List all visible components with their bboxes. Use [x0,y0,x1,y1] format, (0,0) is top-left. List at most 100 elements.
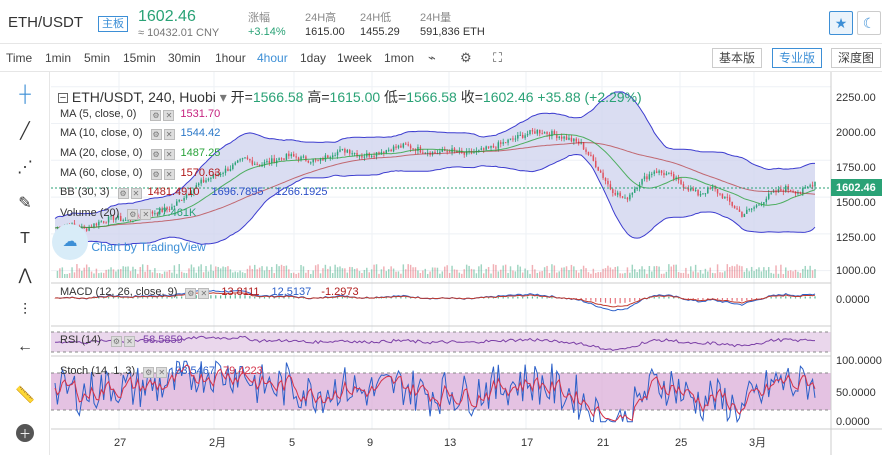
volume-bar [202,272,205,278]
price-chart[interactable]: 2250.00 2000.00 1750.00 1500.00 1250.00 … [51,72,882,455]
volume-legend[interactable]: Volume (20) ⚙ ✕ 77.461K [60,207,197,220]
macd-bar [663,297,665,299]
volume-bar [139,266,141,278]
settings-icon[interactable]: ⚙ [460,50,472,65]
main-legend: − ETH/USDT, 240, Huobi ▾ 开=1566.58 高=161… [58,87,642,107]
candle-body [526,133,529,136]
volume-bar [83,267,85,278]
volume-bar [163,271,166,278]
time-axis-tick: 17 [521,437,533,449]
macd-bar [127,297,129,299]
interval-1hour[interactable]: 1hour [215,51,246,65]
volume-bar [456,269,458,278]
price-axis-tick: 1500.00 [836,197,876,209]
fullscreen-icon[interactable]: ⛶ [493,50,503,65]
macd-legend[interactable]: MACD (12, 26, close, 9) ⚙ ✕ 13.8111 12.5137-… [60,286,359,299]
volume-bar [582,265,585,278]
view-depth-button[interactable]: 深度图 [831,48,882,68]
ma10-legend[interactable]: MA (10, close, 0) ⚙ ✕ 1544.42 [60,127,221,140]
chart-type-icon[interactable]: ⌁ [428,50,436,65]
macd-axis-tick: 0.0000 [836,294,870,306]
ruler-icon[interactable]: 📏 [15,387,35,404]
candle-body [770,192,772,194]
fib-icon[interactable]: ⋰ [17,159,33,176]
interval-1day[interactable]: 1day [300,51,327,65]
volume-bar [758,267,760,278]
macd-bar [161,297,163,299]
back-arrow-icon[interactable]: ← [17,338,33,355]
volume-bar [288,269,290,278]
volume-bar [254,264,256,278]
ma5-legend[interactable]: MA (5, close, 0) ⚙ ✕ 1531.70 [60,108,221,121]
trendline-icon[interactable]: ╱ [20,123,30,140]
pair-name[interactable]: ETH/USDT [8,14,83,31]
collapse-icon[interactable]: − [58,92,68,104]
candle-body [193,188,195,193]
candle-body [317,160,319,162]
interval-5min[interactable]: 5min [84,51,111,65]
ma20-legend[interactable]: MA (20, close, 0) ⚙ ✕ 1487.25 [60,147,221,160]
pattern-icon[interactable]: ⋀ [18,267,32,284]
candle-body [402,143,405,148]
volume-bar [400,273,402,278]
rsi-label: RSI (14) [60,334,101,346]
macd-bar [746,298,748,301]
candle-body [482,148,485,150]
view-pro-button[interactable]: 专业版 [772,48,823,68]
tradingview-watermark[interactable]: ☁ Chart by TradingView [52,224,206,260]
volume-bar [176,273,178,278]
volume-bar [310,273,312,278]
macd-bar [395,297,397,299]
volume-bar [373,264,375,278]
rsi-legend[interactable]: RSI (14) ⚙ ✕ 58.5859 [60,334,183,347]
crosshair-icon[interactable]: ┼ [19,86,31,103]
view-basic-button[interactable]: 基本版 [712,48,763,68]
stoch-legend[interactable]: Stoch (14, 1, 3) ⚙ ✕ 93.5467 79.4223 [60,365,263,378]
ma60-legend[interactable]: MA (60, close, 0) ⚙ ✕ 1570.63 [60,167,221,180]
candle-body [738,209,741,212]
theme-button[interactable]: ☾ [857,11,881,35]
volume-bar [78,268,81,278]
candle-body [794,191,797,194]
volume-bar [451,265,453,278]
interval-15min[interactable]: 15min [123,51,156,65]
bb-legend[interactable]: BB (30, 3) ⚙ ✕ 1481.4910 1696.7895 1266.1925 [60,186,328,199]
interval-4hour[interactable]: 4hour [257,51,288,65]
brush-icon[interactable]: ✎ [18,195,32,212]
candle-body [597,167,599,171]
star-button[interactable]: ★ [829,11,853,35]
candle-body [448,150,451,153]
volume-bar [356,268,358,278]
text-icon[interactable]: T [20,230,30,247]
macd-bar [736,298,738,301]
volume-bar [672,264,675,278]
zoom-icon[interactable]: ＋ [16,424,34,442]
macd-bar [697,298,699,301]
volume-bar [599,272,602,278]
candle-body [665,173,668,176]
volume-bar [802,268,804,278]
legend-dropdown-icon[interactable]: ▾ [219,89,227,105]
candle-body [517,134,519,139]
volume-bar [375,264,378,278]
candle-body [492,145,495,148]
volume-bar [263,270,266,278]
macd-bar [619,298,621,304]
candle-body [553,131,556,135]
measure-icon[interactable]: ⫶ [22,302,27,319]
interval-1min[interactable]: 1min [45,51,72,65]
time-label[interactable]: Time [6,51,33,65]
volume-bar [56,270,59,278]
candle-body [473,152,475,154]
macd-bar [263,297,266,299]
candle-body [212,174,215,178]
candle-body [785,185,787,192]
candle-body [102,221,105,223]
interval-1week[interactable]: 1week [337,51,372,65]
candle-body [750,208,753,210]
candle-body [239,159,241,161]
interval-1mon[interactable]: 1mon [384,51,415,65]
macd-bar [278,297,280,299]
interval-30min[interactable]: 30min [168,51,201,65]
candle-body [280,158,283,160]
